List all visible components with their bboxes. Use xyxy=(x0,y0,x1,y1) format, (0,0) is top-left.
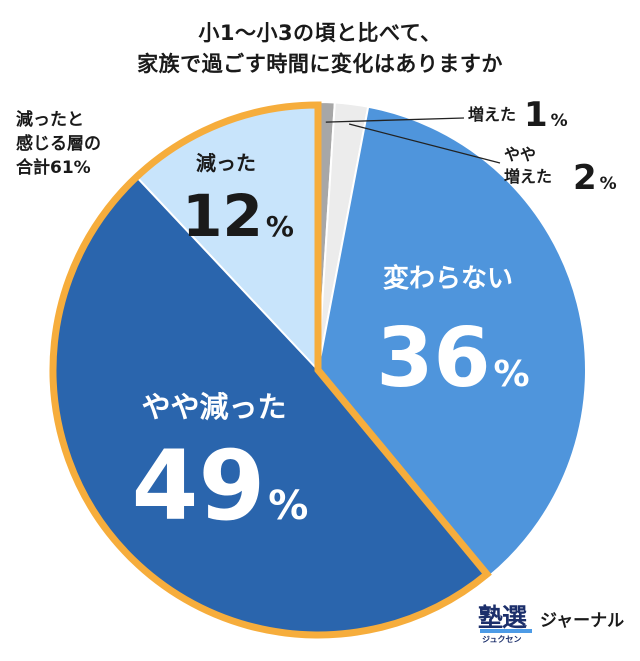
logo-ruby-text: ジュクセン xyxy=(482,635,522,644)
leader-line-0 xyxy=(325,117,465,123)
juku-sen-journal-logo: 塾選 ジュクセン ジャーナル xyxy=(478,598,628,648)
slice-label-2: 変わらない xyxy=(383,263,513,294)
chart-title: 小1～小3の頃と比べて、 家族で過ごす時間に変化はありますか xyxy=(0,18,640,80)
slice-value-3: 49% xyxy=(132,430,309,542)
slice-label-3: やや減った xyxy=(141,390,286,424)
note-line1: 減ったと xyxy=(16,110,84,130)
logo-sub-text: ジャーナル xyxy=(540,611,625,631)
chart-title-line1: 小1～小3の頃と比べて、 xyxy=(198,21,442,45)
chart-title-line2: 家族で過ごす時間に変化はありますか xyxy=(137,52,503,76)
small-label-0: 増えた xyxy=(468,105,516,124)
leader-line-1 xyxy=(348,123,501,164)
logo-underline xyxy=(480,629,532,633)
small-value-0: 1% xyxy=(524,95,568,135)
small-label-line1-1: やや xyxy=(504,145,536,164)
pie-slices xyxy=(49,100,587,639)
logo-main-text: 塾選 xyxy=(478,603,527,632)
slice-label-4: 減った xyxy=(196,151,256,175)
slice-value-2: 36% xyxy=(376,311,529,406)
note-line3: 合計61% xyxy=(16,158,91,178)
decrease-total-note: 減ったと 感じる層の 合計61% xyxy=(16,108,101,180)
decrease-highlight-border xyxy=(49,101,492,639)
leader-lines xyxy=(325,117,501,164)
pie-slice-2 xyxy=(316,105,587,578)
small-value-1: 2% xyxy=(573,158,617,198)
slice-value-4: 12% xyxy=(182,182,294,250)
small-label-line2-1: 増えた xyxy=(504,167,552,186)
note-line2: 感じる層の xyxy=(16,134,101,154)
